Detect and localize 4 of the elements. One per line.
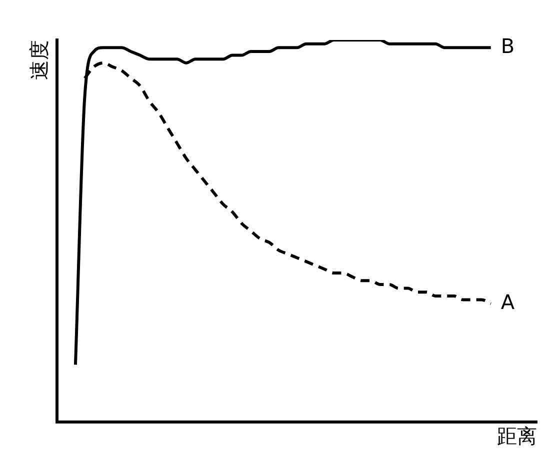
series-label: A [500,290,515,314]
series-label: B [500,34,515,58]
y-axis-title: 速度 [27,40,52,80]
x-axis-title: 距离 [497,424,537,448]
